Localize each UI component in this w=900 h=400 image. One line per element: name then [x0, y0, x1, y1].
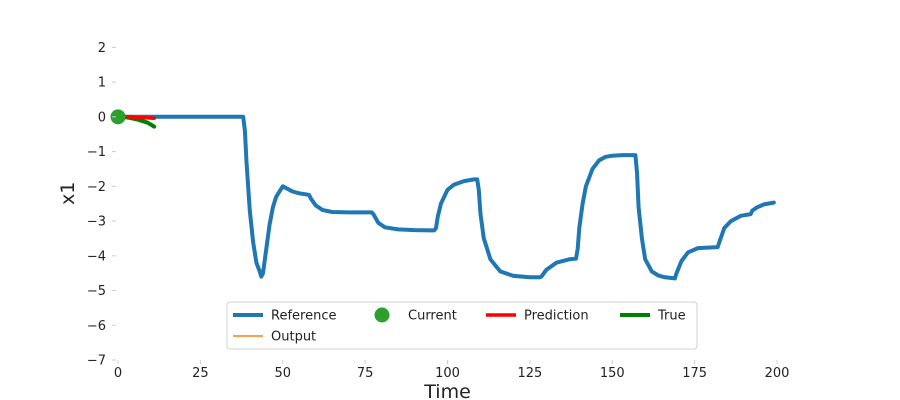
x-axis-label: Time: [423, 381, 471, 400]
legend-swatch: [374, 307, 390, 323]
current-marker: [110, 109, 126, 125]
y-tick-label: −2: [87, 180, 106, 195]
legend-label: Prediction: [524, 309, 589, 324]
legend-label: Reference: [271, 309, 336, 324]
y-tick-label: 2: [98, 41, 106, 56]
x-tick-label: 0: [114, 366, 122, 381]
y-tick-label: 1: [98, 76, 106, 91]
legend-label: True: [657, 309, 686, 324]
y-tick-label: −1: [87, 145, 106, 160]
y-tick-label: −7: [87, 354, 106, 369]
y-tick-label: 0: [98, 110, 106, 125]
y-axis-label: x1: [57, 182, 79, 205]
x-tick-label: 200: [765, 366, 790, 381]
reference-line: [116, 114, 776, 281]
legend-item-current: Current: [374, 307, 457, 324]
legend-item-reference: Reference: [233, 309, 336, 324]
legend-item-prediction: Prediction: [486, 309, 589, 324]
axis-ticks: 0 25 50 75 100 125 150 175 200 2 1 0 −1 −2 −3 −4 −5 −6 −7: [87, 41, 790, 381]
x-tick-label: 100: [435, 366, 460, 381]
legend-label: Current: [408, 309, 457, 324]
y-tick-label: −5: [87, 284, 106, 299]
y-tick-label: −4: [87, 249, 106, 264]
y-tick-label: −3: [87, 215, 106, 230]
x-tick-label: 75: [357, 366, 374, 381]
y-tick-label: −6: [87, 319, 106, 334]
plot-area: [110, 109, 776, 281]
legend-label: Output: [271, 330, 316, 345]
legend: Reference Current Prediction True Output: [226, 301, 698, 350]
legend-item-true: True: [620, 309, 686, 324]
x-tick-label: 50: [274, 366, 291, 381]
legend-box: [226, 301, 698, 350]
legend-item-output: Output: [233, 330, 316, 345]
x-tick-label: 150: [600, 366, 625, 381]
x-tick-label: 25: [192, 366, 209, 381]
x-tick-label: 175: [682, 366, 707, 381]
x-tick-label: 125: [517, 366, 542, 381]
